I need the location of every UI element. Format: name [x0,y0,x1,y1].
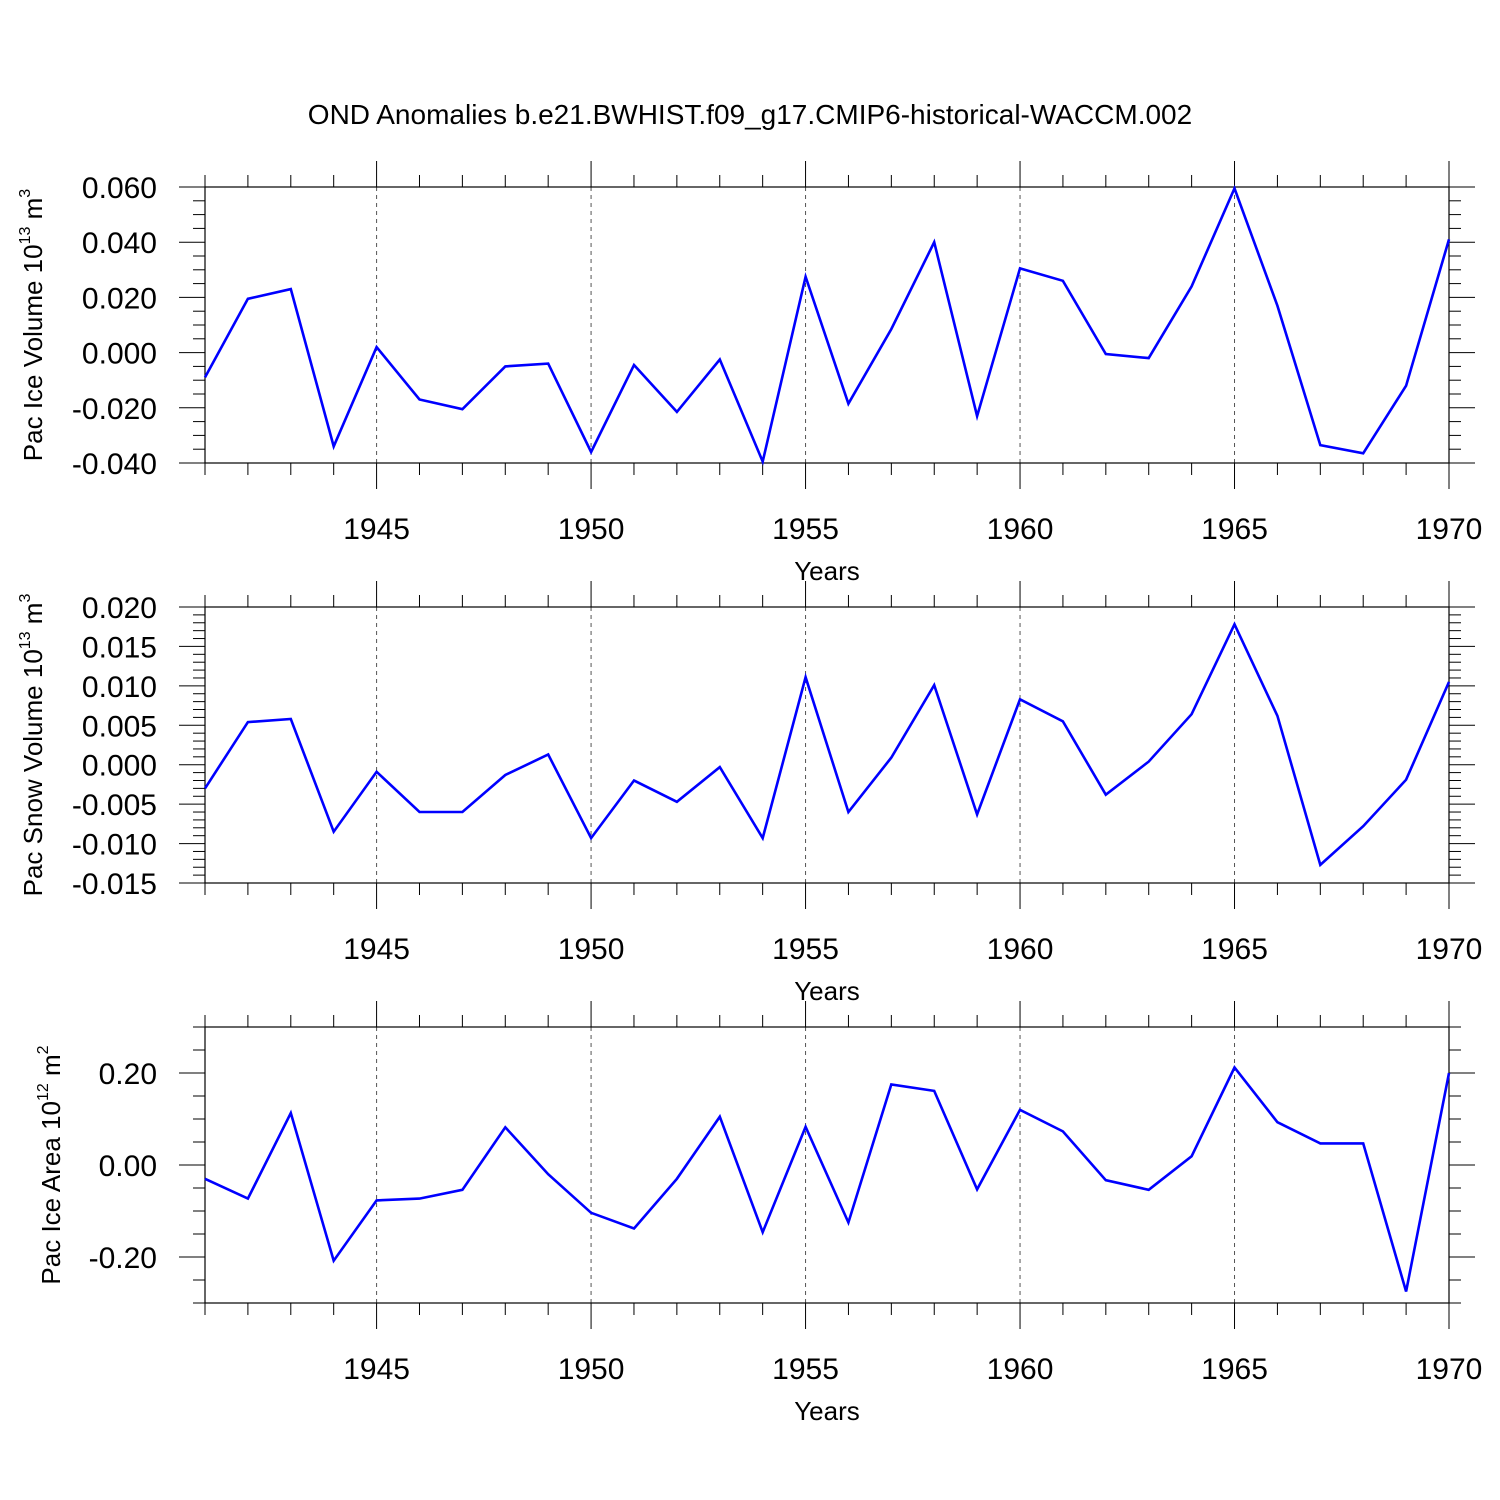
x-tick-label: 1955 [772,933,839,966]
y-tick-label: -0.20 [89,1242,157,1275]
x-tick-label: 1945 [343,1353,410,1386]
x-tick-label: 1960 [987,1353,1054,1386]
y-tick-label: 0.000 [82,750,157,783]
y-axis-label-superscript: 2 [35,1045,52,1054]
plot-frame [204,186,1450,464]
x-axis-label: Years [794,556,860,586]
y-tick-label: 0.020 [82,592,157,625]
y-axis-label-superscript: 3 [17,189,34,198]
x-tick-label: 1960 [987,513,1054,546]
y-tick-label: -0.015 [72,868,157,901]
y-tick-label: 0.010 [82,671,157,704]
series-line [203,184,1451,466]
y-tick-label: 0.00 [99,1150,157,1183]
ice-area-panel: -0.20 0.00 0.20 1945 1950 1955 1960 1965 1970 Yea… [35,1001,1482,1426]
y-tick-label: 0.000 [82,338,157,371]
y-axis-label-superscript: 13 [17,631,34,649]
x-tick-label: 1970 [1416,513,1483,546]
x-tick-label: 1965 [1201,933,1268,966]
y-tick-label: 0.040 [82,227,157,260]
y-axis-label: Pac Ice Volume 1013 m3 [17,189,48,462]
panels: -0.040 -0.020 0.000 0.020 0.040 0.060 1945 1950… [17,161,1482,1426]
y-tick-label: 0.005 [82,710,157,743]
series-line [203,621,1451,868]
x-tick-label: 1970 [1416,1353,1483,1386]
ice-volume-panel: -0.040 -0.020 0.000 0.020 0.040 0.060 1945 1950… [17,161,1482,586]
snow-volume-panel: -0.015 -0.010 -0.005 0.000 0.005 0.010 0.015 0.… [17,581,1482,1006]
x-axis-label: Years [794,976,860,1006]
y-axis-label-part: Pac Ice Area 10 [36,1101,66,1285]
y-axis-label-superscript: 3 [17,594,34,603]
series-line [204,1065,1451,1292]
y-tick-label: 0.015 [82,631,157,664]
y-tick-label: -0.020 [72,393,157,426]
x-tick-label: 1955 [772,513,839,546]
chart-title: OND Anomalies b.e21.BWHIST.f09_g17.CMIP6… [308,99,1192,130]
x-axis-label: Years [794,1396,860,1426]
x-tick-label: 1965 [1201,1353,1268,1386]
x-tick-label: 1960 [987,933,1054,966]
x-tick-label: 1945 [343,513,410,546]
x-tick-label: 1970 [1416,933,1483,966]
y-axis-label: Pac Ice Area 1012 m2 [35,1045,66,1284]
y-axis-label-part: m [36,1054,66,1083]
y-tick-label: -0.005 [72,789,157,822]
plot-frame [204,606,1450,884]
y-axis-label-part: m [18,603,48,632]
y-axis-label: Pac Snow Volume 1013 m3 [17,594,48,897]
y-tick-label: -0.040 [72,448,157,481]
y-tick-label: 0.20 [99,1058,157,1091]
y-tick-label: -0.010 [72,829,157,862]
x-tick-label: 1950 [558,513,625,546]
y-axis-label-part: Pac Snow Volume 10 [18,649,48,896]
y-axis-label-part: m [18,198,48,227]
y-axis-label-part: Pac Ice Volume 10 [18,244,48,461]
x-tick-label: 1950 [558,1353,625,1386]
x-tick-label: 1945 [343,933,410,966]
y-axis-label-superscript: 12 [35,1083,52,1101]
y-axis-label-superscript: 13 [17,226,34,244]
x-tick-label: 1955 [772,1353,839,1386]
plot-frame [204,1026,1450,1304]
y-tick-label: 0.060 [82,172,157,205]
x-tick-label: 1965 [1201,513,1268,546]
y-tick-label: 0.020 [82,282,157,315]
x-tick-label: 1950 [558,933,625,966]
